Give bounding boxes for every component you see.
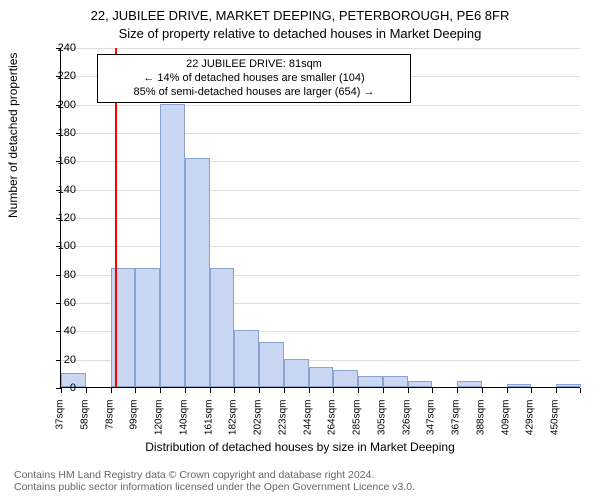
xtick-mark [507, 388, 508, 393]
footer-line-2: Contains public sector information licen… [14, 481, 415, 494]
histogram-bar [210, 268, 235, 387]
xtick-label: 140sqm [178, 400, 189, 444]
xtick-label: 347sqm [426, 400, 437, 444]
xtick-mark [309, 388, 310, 393]
xtick-label: 367sqm [451, 400, 462, 444]
histogram-bar [160, 104, 185, 387]
xtick-label: 305sqm [376, 400, 387, 444]
histogram-bar [457, 381, 482, 387]
xtick-label: 429sqm [525, 400, 536, 444]
xtick-mark [556, 388, 557, 393]
xtick-label: 182sqm [228, 400, 239, 444]
xtick-mark [135, 388, 136, 393]
gridline-h [61, 133, 580, 134]
ytick-label: 220 [36, 70, 76, 82]
footer-attribution: Contains HM Land Registry data © Crown c… [14, 469, 415, 494]
chart-container: { "chart": { "type": "histogram", "title… [0, 0, 600, 500]
histogram-bar [556, 384, 581, 387]
y-axis-label: Number of detached properties [6, 53, 20, 218]
annotation-line: 22 JUBILEE DRIVE: 81sqm [104, 58, 404, 72]
xtick-label: 285sqm [352, 400, 363, 444]
gridline-h [61, 218, 580, 219]
ytick-label: 140 [36, 184, 76, 196]
plot-area: 22 JUBILEE DRIVE: 81sqm← 14% of detached… [60, 48, 580, 388]
histogram-bar [507, 384, 532, 387]
xtick-mark [383, 388, 384, 393]
chart-title-address: 22, JUBILEE DRIVE, MARKET DEEPING, PETER… [0, 8, 600, 23]
ytick-label: 60 [36, 297, 76, 309]
gridline-h [61, 161, 580, 162]
histogram-bar [135, 268, 160, 387]
xtick-label: 388sqm [475, 400, 486, 444]
histogram-bar [185, 158, 210, 388]
ytick-label: 20 [36, 354, 76, 366]
xtick-label: 37sqm [55, 400, 66, 444]
chart-subtitle: Size of property relative to detached ho… [0, 26, 600, 41]
ytick-label: 100 [36, 240, 76, 252]
xtick-mark [210, 388, 211, 393]
ytick-label: 120 [36, 212, 76, 224]
xtick-mark [531, 388, 532, 393]
xtick-label: 58sqm [79, 400, 90, 444]
gridline-h [61, 190, 580, 191]
ytick-label: 240 [36, 42, 76, 54]
xtick-mark [432, 388, 433, 393]
ytick-label: 160 [36, 155, 76, 167]
xtick-mark [482, 388, 483, 393]
histogram-bar [333, 370, 358, 387]
xtick-label: 450sqm [550, 400, 561, 444]
histogram-bar [309, 367, 334, 387]
xtick-mark [111, 388, 112, 393]
xtick-mark [234, 388, 235, 393]
ytick-label: 180 [36, 127, 76, 139]
xtick-label: 120sqm [154, 400, 165, 444]
histogram-bar [234, 330, 259, 387]
xtick-mark [86, 388, 87, 393]
xtick-label: 202sqm [253, 400, 264, 444]
xtick-mark [160, 388, 161, 393]
xtick-mark [185, 388, 186, 393]
xtick-label: 264sqm [327, 400, 338, 444]
xtick-label: 409sqm [500, 400, 511, 444]
xtick-mark [358, 388, 359, 393]
histogram-bar [111, 268, 136, 387]
xtick-mark [333, 388, 334, 393]
ytick-label: 40 [36, 325, 76, 337]
xtick-mark [408, 388, 409, 393]
xtick-label: 326sqm [401, 400, 412, 444]
gridline-h [61, 105, 580, 106]
ytick-label: 0 [36, 382, 76, 394]
gridline-h [61, 246, 580, 247]
histogram-bar [408, 381, 433, 387]
footer-line-1: Contains HM Land Registry data © Crown c… [14, 469, 415, 482]
histogram-bar [284, 359, 309, 387]
xtick-label: 78sqm [104, 400, 115, 444]
ytick-label: 200 [36, 99, 76, 111]
histogram-bar [383, 376, 408, 387]
xtick-mark [259, 388, 260, 393]
ytick-label: 80 [36, 269, 76, 281]
xtick-label: 223sqm [277, 400, 288, 444]
annotation-line: ← 14% of detached houses are smaller (10… [104, 72, 404, 86]
xtick-label: 99sqm [129, 400, 140, 444]
annotation-line: 85% of semi-detached houses are larger (… [104, 86, 404, 100]
xtick-label: 161sqm [203, 400, 214, 444]
annotation-box: 22 JUBILEE DRIVE: 81sqm← 14% of detached… [97, 54, 411, 103]
histogram-bar [358, 376, 383, 387]
histogram-bar [259, 342, 284, 387]
xtick-mark [457, 388, 458, 393]
xtick-label: 244sqm [302, 400, 313, 444]
xtick-mark [284, 388, 285, 393]
gridline-h [61, 48, 580, 49]
xtick-mark [580, 388, 581, 393]
